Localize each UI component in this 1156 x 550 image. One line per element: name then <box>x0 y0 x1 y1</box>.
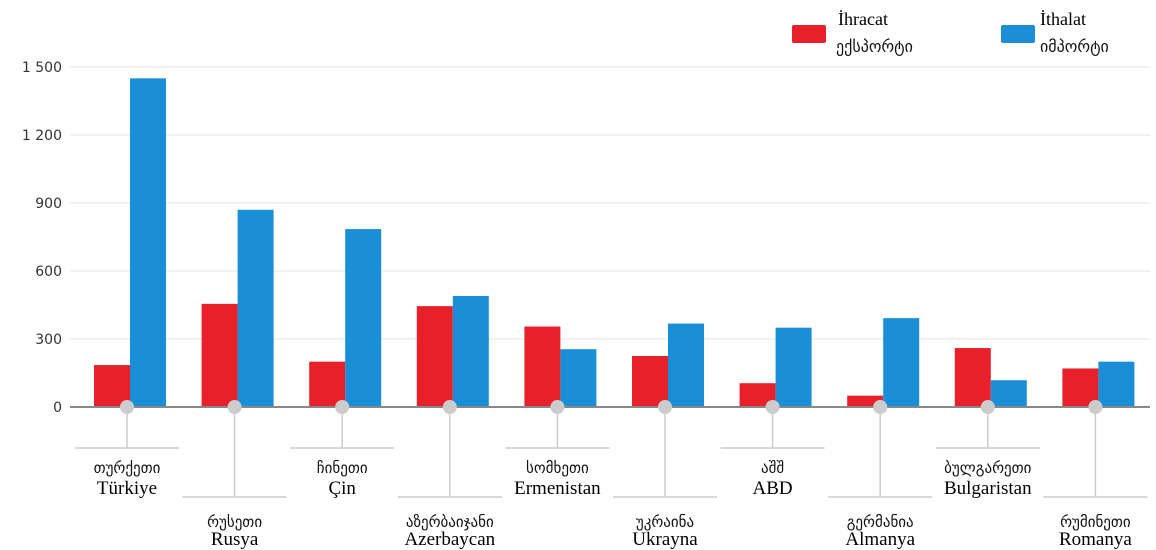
y-tick-label: 900 <box>35 196 62 212</box>
axis-marker <box>1088 400 1103 414</box>
axis-marker <box>550 400 565 414</box>
bar-import-7 <box>883 318 920 407</box>
bar-import-8 <box>990 380 1027 407</box>
axis-marker <box>658 400 672 414</box>
y-tick-label: 600 <box>35 264 62 280</box>
legend: İhracat ექსპორტი İthalat იმპორტი <box>792 9 1109 56</box>
category-label: Almanya <box>845 529 915 550</box>
bar-import-2 <box>345 229 382 407</box>
category-label: Ukrayna <box>632 529 698 550</box>
y-tick-label: 1 200 <box>22 128 62 144</box>
category-label: Bulgaristan <box>944 478 1032 499</box>
category-label-geo: რუსეთი <box>207 513 262 531</box>
category-label-geo: უკრაინა <box>636 513 694 531</box>
legend-label-import-geo: იმპორტი <box>1040 37 1109 56</box>
category-label: Romanya <box>1059 529 1132 550</box>
y-axis-ticks: 0 300 600 900 1 200 1 500 <box>22 60 62 416</box>
category-label-geo: აზერბაიჯანი <box>406 513 494 531</box>
y-tick-label: 1 500 <box>22 60 62 76</box>
legend-label-export-geo: ექსპორტი <box>836 37 913 56</box>
legend-swatch-import <box>1001 25 1035 43</box>
y-tick-label: 0 <box>53 400 62 416</box>
bar-export-0 <box>94 365 130 407</box>
bar-export-3 <box>416 306 453 407</box>
bar-export-6 <box>739 383 776 407</box>
bar-import-0 <box>130 78 166 407</box>
axis-marker <box>442 400 457 414</box>
bar-export-7 <box>847 395 884 407</box>
bar-export-2 <box>309 361 346 407</box>
bar-import-3 <box>452 295 489 407</box>
axis-marker <box>335 400 350 414</box>
legend-label-export: İhracat <box>838 9 888 29</box>
bar-export-9 <box>1062 368 1099 407</box>
legend-item-export[interactable]: İhracat ექსპორტი <box>792 9 913 56</box>
legend-item-import[interactable]: İthalat იმპორტი <box>1001 9 1109 56</box>
bar-export-1 <box>201 303 238 407</box>
bar-import-6 <box>775 327 812 407</box>
category-label-geo: აშშ <box>761 459 784 477</box>
axis-marker <box>980 400 995 414</box>
bar-export-5 <box>632 356 668 407</box>
gridlines <box>70 66 1150 340</box>
category-label: ABD <box>753 478 793 499</box>
category-label-geo: სომხეთი <box>526 459 589 477</box>
category-label: Rusya <box>211 529 259 550</box>
bar-import-9 <box>1098 361 1135 407</box>
bars <box>94 78 1135 407</box>
bar-export-4 <box>524 326 561 407</box>
axis-marker <box>227 400 242 414</box>
category-label: Türkiye <box>97 478 157 499</box>
category-label-geo: ჩინეთი <box>317 459 368 477</box>
legend-label-import: İthalat <box>1040 9 1086 29</box>
category-label-geo: გერმანია <box>847 513 914 531</box>
legend-swatch-export <box>792 25 826 43</box>
axis-marker <box>120 400 134 414</box>
bar-import-5 <box>668 323 704 407</box>
category-label-geo: რუმინეთი <box>1060 513 1131 531</box>
category-label-geo: თურქეთი <box>94 459 161 477</box>
bar-import-4 <box>560 349 597 407</box>
axis-marker <box>873 400 888 414</box>
category-label: Ermenistan <box>514 478 601 499</box>
y-tick-label: 300 <box>35 332 62 348</box>
bar-export-8 <box>954 348 991 407</box>
category-label: Azerbaycan <box>404 529 495 550</box>
category-label-geo: ბულგარეთი <box>944 459 1031 477</box>
axis-marker <box>765 400 780 414</box>
category-label: Çin <box>328 478 356 499</box>
bar-import-1 <box>237 209 274 407</box>
